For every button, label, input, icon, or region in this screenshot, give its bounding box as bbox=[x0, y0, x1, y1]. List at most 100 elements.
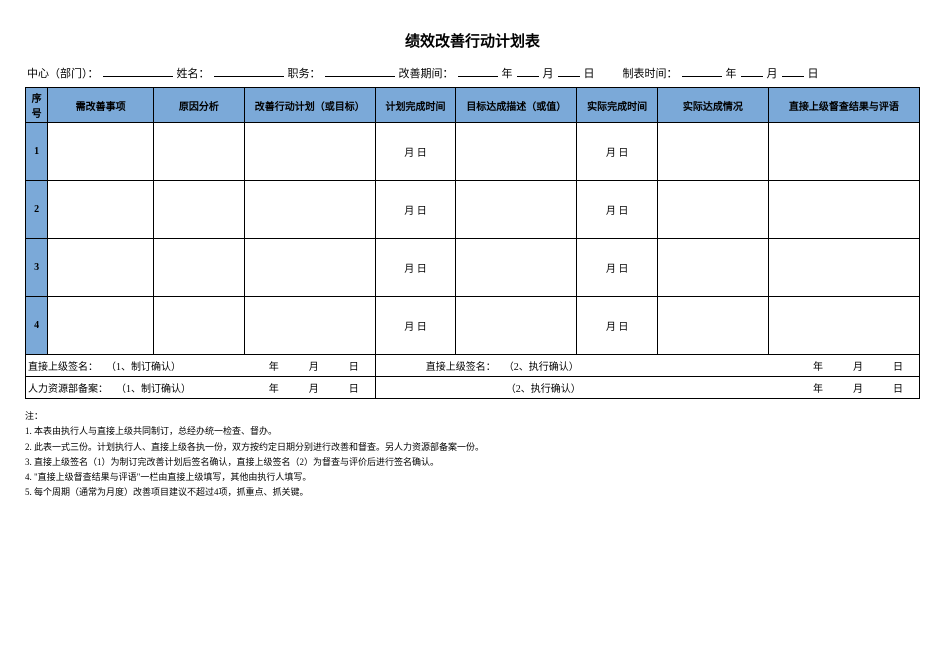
date-y: 年 bbox=[813, 380, 823, 395]
th-review: 直接上级督查结果与评语 bbox=[768, 88, 919, 123]
th-plan: 改善行动计划（或目标） bbox=[244, 88, 375, 123]
cell-actual-desc bbox=[657, 239, 768, 297]
sup-sign-left: 直接上级签名： （1、制订确认） 年 月 日 bbox=[26, 355, 376, 377]
table-row: 1 月 日 月 日 bbox=[26, 123, 920, 181]
cell-actual-time: 月 日 bbox=[577, 123, 658, 181]
name-label: 姓名： bbox=[177, 65, 210, 81]
made-label: 制表时间： bbox=[623, 65, 678, 81]
page-title: 绩效改善行动计划表 bbox=[25, 30, 920, 51]
cell-cause bbox=[154, 181, 245, 239]
period-d-blank bbox=[558, 65, 580, 77]
cell-plan bbox=[244, 181, 375, 239]
th-target-desc: 目标达成描述（或值） bbox=[456, 88, 577, 123]
post-label: 职务： bbox=[288, 65, 321, 81]
note-4: 4. "直接上级督查结果与评语"一栏由直接上级填写，其他由执行人填写。 bbox=[25, 470, 920, 485]
date-m: 月 bbox=[309, 358, 319, 373]
cell-seq: 4 bbox=[26, 297, 48, 355]
made-d-blank bbox=[782, 65, 804, 77]
cell-seq: 3 bbox=[26, 239, 48, 297]
period-m-blank bbox=[517, 65, 539, 77]
cell-actual-desc bbox=[657, 297, 768, 355]
year-2: 年 bbox=[726, 65, 737, 81]
cell-item bbox=[48, 123, 154, 181]
cell-seq: 1 bbox=[26, 123, 48, 181]
sup-sign-label-2: 直接上级签名： bbox=[426, 358, 496, 373]
table-row: 4 月 日 月 日 bbox=[26, 297, 920, 355]
day-2: 日 bbox=[808, 65, 819, 81]
th-item: 需改善事项 bbox=[48, 88, 154, 123]
date-y: 年 bbox=[269, 380, 279, 395]
note-3: 3. 直接上级签名（1）为制订完改善计划后签名确认，直接上级签名（2）为督查与评… bbox=[25, 455, 920, 470]
th-plan-time: 计划完成时间 bbox=[375, 88, 456, 123]
hr-sign-label: 人力资源部备案： bbox=[28, 380, 108, 395]
month-1: 月 bbox=[543, 65, 554, 81]
note-5: 5. 每个周期（通常为月度）改善项目建议不超过4项，抓重点、抓关键。 bbox=[25, 485, 920, 500]
cell-actual-time: 月 日 bbox=[577, 297, 658, 355]
cell-actual-time: 月 日 bbox=[577, 181, 658, 239]
make-confirm: （1、制订确认） bbox=[106, 358, 181, 373]
th-seq: 序号 bbox=[26, 88, 48, 123]
date-d: 日 bbox=[893, 380, 903, 395]
cell-target-desc bbox=[456, 123, 577, 181]
made-m-blank bbox=[741, 65, 763, 77]
cell-actual-time: 月 日 bbox=[577, 239, 658, 297]
th-actual-desc: 实际达成情况 bbox=[657, 88, 768, 123]
date-m: 月 bbox=[309, 380, 319, 395]
made-y-blank bbox=[682, 65, 722, 77]
cell-plan bbox=[244, 297, 375, 355]
cell-actual-desc bbox=[657, 123, 768, 181]
notes-block: 注： 1. 本表由执行人与直接上级共同制订，总经办统一检查、督办。 2. 此表一… bbox=[25, 409, 920, 501]
cell-plan-time: 月 日 bbox=[375, 181, 456, 239]
cell-review bbox=[768, 181, 919, 239]
cell-review bbox=[768, 239, 919, 297]
th-cause: 原因分析 bbox=[154, 88, 245, 123]
center-blank bbox=[103, 65, 173, 77]
note-1: 1. 本表由执行人与直接上级共同制订，总经办统一检查、督办。 bbox=[25, 424, 920, 439]
cell-actual-desc bbox=[657, 181, 768, 239]
cell-plan bbox=[244, 239, 375, 297]
date-m: 月 bbox=[853, 358, 863, 373]
plan-table: 序号 需改善事项 原因分析 改善行动计划（或目标） 计划完成时间 目标达成描述（… bbox=[25, 87, 920, 399]
date-y: 年 bbox=[269, 358, 279, 373]
month-2: 月 bbox=[767, 65, 778, 81]
date-d: 日 bbox=[893, 358, 903, 373]
cell-item bbox=[48, 181, 154, 239]
period-label: 改善期间： bbox=[399, 65, 454, 81]
cell-review bbox=[768, 297, 919, 355]
period-y-blank bbox=[458, 65, 498, 77]
table-header-row: 序号 需改善事项 原因分析 改善行动计划（或目标） 计划完成时间 目标达成描述（… bbox=[26, 88, 920, 123]
name-blank bbox=[214, 65, 284, 77]
sup-sign-label: 直接上级签名： bbox=[28, 358, 98, 373]
notes-head: 注： bbox=[25, 409, 920, 424]
cell-target-desc bbox=[456, 297, 577, 355]
signature-row-supervisor: 直接上级签名： （1、制订确认） 年 月 日 直接上级签名： （2、执行确认） bbox=[26, 355, 920, 377]
hr-sign-left: 人力资源部备案： （1、制订确认） 年 月 日 bbox=[26, 377, 376, 399]
cell-item bbox=[48, 297, 154, 355]
make-confirm-hr: （1、制订确认） bbox=[116, 380, 191, 395]
cell-cause bbox=[154, 239, 245, 297]
cell-plan-time: 月 日 bbox=[375, 123, 456, 181]
date-d: 日 bbox=[349, 380, 359, 395]
post-blank bbox=[325, 65, 395, 77]
day-1: 日 bbox=[584, 65, 595, 81]
cell-plan bbox=[244, 123, 375, 181]
note-2: 2. 此表一式三份。计划执行人、直接上级各执一份，双方按约定日期分别进行改善和督… bbox=[25, 440, 920, 455]
meta-line: 中心（部门）： 姓名： 职务： 改善期间： 年 月 日 制表时间： 年 月 日 bbox=[25, 65, 920, 81]
cell-plan-time: 月 日 bbox=[375, 297, 456, 355]
date-d: 日 bbox=[349, 358, 359, 373]
cell-item bbox=[48, 239, 154, 297]
sup-sign-right: 直接上级签名： （2、执行确认） 年 月 日 bbox=[375, 355, 919, 377]
cell-plan-time: 月 日 bbox=[375, 239, 456, 297]
cell-review bbox=[768, 123, 919, 181]
center-label: 中心（部门）： bbox=[27, 65, 99, 81]
cell-cause bbox=[154, 297, 245, 355]
table-row: 3 月 日 月 日 bbox=[26, 239, 920, 297]
cell-target-desc bbox=[456, 181, 577, 239]
year-1: 年 bbox=[502, 65, 513, 81]
th-actual-time: 实际完成时间 bbox=[577, 88, 658, 123]
table-row: 2 月 日 月 日 bbox=[26, 181, 920, 239]
cell-seq: 2 bbox=[26, 181, 48, 239]
cell-cause bbox=[154, 123, 245, 181]
signature-row-hr: 人力资源部备案： （1、制订确认） 年 月 日 （2、执行确认） 年 bbox=[26, 377, 920, 399]
date-m: 月 bbox=[853, 380, 863, 395]
